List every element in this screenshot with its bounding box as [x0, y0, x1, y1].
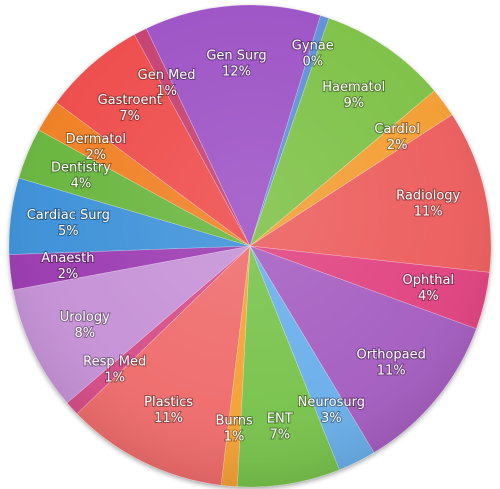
slice-percent: 11%	[377, 364, 406, 379]
slice-name: Gen Surg	[206, 48, 266, 63]
slice-label-resp-med: Resp Med 1%	[83, 355, 146, 386]
slice-name: Cardiac Surg	[27, 208, 110, 223]
slice-percent: 11%	[154, 411, 183, 426]
slice-name: Urology	[60, 310, 110, 325]
slice-label-neurosurg: Neurosurg 3%	[298, 395, 365, 426]
slice-percent: 4%	[71, 177, 92, 192]
slice-label-cardiac-surg: Cardiac Surg 5%	[27, 208, 110, 239]
slice-percent: 7%	[119, 109, 140, 124]
slice-name: Burns	[215, 414, 253, 429]
slice-label-plastics: Plastics 11%	[144, 395, 193, 426]
slice-name: Orthopaed	[357, 348, 426, 363]
slice-percent: 9%	[343, 96, 364, 111]
slice-percent: 4%	[418, 289, 439, 304]
slice-percent: 12%	[222, 64, 251, 79]
slice-percent: 2%	[58, 267, 79, 282]
slice-label-radiology: Radiology 11%	[396, 189, 460, 220]
slice-name: Cardiol	[374, 122, 420, 137]
slice-label-cardiol: Cardiol 2%	[374, 122, 420, 153]
slice-percent: 5%	[58, 224, 79, 239]
slice-name: Neurosurg	[298, 395, 365, 410]
slice-percent: 3%	[321, 411, 342, 426]
slice-label-orthopaed: Orthopaed 11%	[357, 348, 426, 379]
slice-name: Dermatol	[66, 132, 126, 147]
slice-percent: 1%	[104, 371, 125, 386]
slice-name: Plastics	[144, 395, 193, 410]
slice-label-gen-surg: Gen Surg 12%	[206, 48, 266, 79]
slice-percent: 7%	[269, 428, 290, 443]
slice-label-gynae: Gynae 0%	[292, 39, 334, 70]
slice-percent: 11%	[414, 205, 443, 220]
slice-label-dermatol: Dermatol 2%	[66, 132, 126, 163]
slice-name: Gen Med	[138, 68, 196, 83]
slice-label-ent: ENT 7%	[267, 412, 293, 443]
slice-label-dentistry: Dentistry 4%	[51, 161, 111, 192]
slice-percent: 0%	[302, 55, 323, 70]
slice-label-haematol: Haematol 9%	[322, 80, 385, 111]
slice-name: Gastroent	[98, 93, 162, 108]
slice-label-gastroent: Gastroent 7%	[98, 93, 162, 124]
slice-label-ophthal: Ophthal 4%	[402, 273, 454, 304]
slice-name: Anaesth	[41, 251, 94, 266]
slice-percent: 1%	[156, 84, 177, 99]
pie-labels: Gynae 0%Haematol 9%Cardiol 2%Radiology 11%Op…	[26, 38, 462, 446]
slice-label-anaesth: Anaesth 2%	[41, 251, 94, 282]
slice-name: Radiology	[396, 189, 460, 204]
slice-name: Resp Med	[83, 355, 146, 370]
slice-name: ENT	[267, 412, 293, 427]
slice-name: Gynae	[292, 39, 334, 54]
slice-percent: 8%	[74, 326, 95, 341]
slice-percent: 2%	[85, 148, 106, 163]
slice-label-burns: Burns 1%	[215, 414, 253, 445]
slice-name: Haematol	[322, 80, 385, 95]
slice-label-gen-med: Gen Med 1%	[138, 68, 196, 99]
slice-name: Dentistry	[51, 161, 111, 176]
slice-label-urology: Urology 8%	[60, 310, 110, 341]
slice-name: Ophthal	[402, 273, 454, 288]
slice-percent: 2%	[387, 138, 408, 153]
slice-percent: 1%	[224, 430, 245, 445]
